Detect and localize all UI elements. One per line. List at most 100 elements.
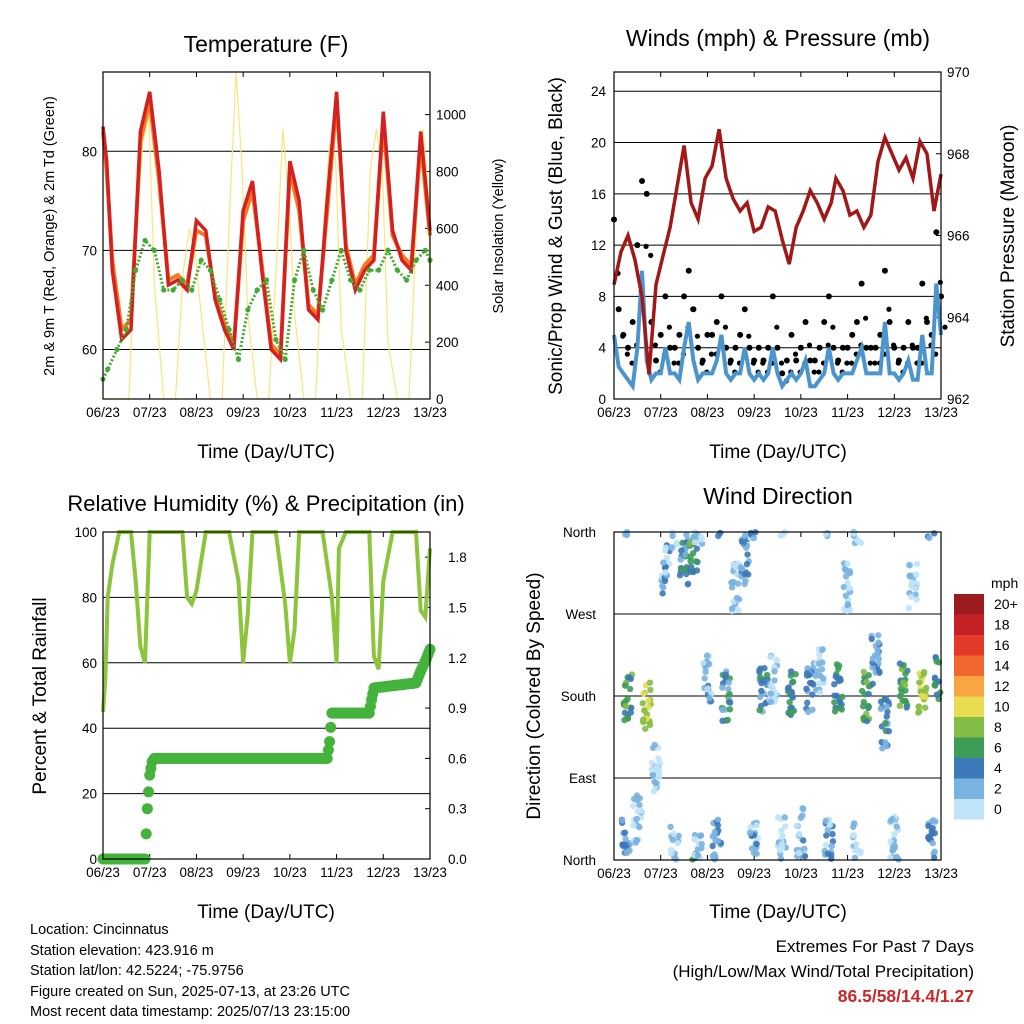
wind-direction-point: [859, 703, 867, 710]
wind-direction-point: [763, 671, 771, 679]
wind-direction-point: [660, 559, 667, 566]
gust-point: [825, 293, 832, 300]
legend-swatch: [954, 737, 984, 758]
wind-direction-point: [863, 678, 870, 685]
gust-point: [624, 351, 630, 357]
station-latlon: Station lat/lon: 42.5224; -75.9756: [30, 963, 244, 979]
wind-direction-point: [820, 675, 827, 682]
wind-direction-point: [869, 655, 877, 662]
y-tick-label: North: [563, 853, 596, 868]
wind-direction-point: [865, 690, 872, 698]
wind-direction-point: [855, 847, 862, 855]
wind-direction-point: [925, 822, 932, 830]
wind-direction-point: [639, 700, 646, 707]
gust-point: [881, 267, 888, 274]
wind-direction-point: [700, 659, 707, 667]
legend-swatch: [954, 717, 984, 738]
wind-direction-point: [750, 534, 758, 542]
gust-point: [895, 357, 902, 364]
y-tick-label: 40: [82, 721, 97, 736]
wind-direction-point: [626, 685, 634, 693]
wind-direction-point: [930, 817, 937, 824]
wind-direction-point: [747, 824, 754, 831]
precip-point: [324, 736, 336, 748]
wind-direction-point: [846, 607, 853, 614]
gust-point: [690, 306, 697, 313]
wind-direction-point: [626, 847, 633, 854]
temperature-left-axis-label: 2m & 9m T (Red, Orange) & 2m Td (Green): [42, 96, 58, 376]
wind-direction-point: [778, 844, 786, 851]
wind-direction-point: [728, 579, 735, 586]
gust-point: [667, 344, 674, 351]
humidity-x-axis-label: Time (Day/UTC): [197, 902, 335, 923]
wind-direction-point: [714, 837, 722, 845]
wind-direction-point: [669, 836, 676, 843]
wind-direction-point: [835, 662, 843, 669]
x-tick-label: 06/23: [86, 405, 120, 420]
gust-point: [811, 369, 817, 375]
x-tick-label: 08/23: [691, 405, 725, 420]
wind-direction-point: [622, 703, 629, 710]
humidity-precip-panel: Relative Humidity (%) & Precipitation (i…: [30, 491, 467, 923]
y-tick-label: 0: [89, 852, 97, 867]
wind-direction-point: [758, 687, 765, 695]
wind-direction-point: [828, 851, 835, 859]
wind-direction-point: [704, 685, 711, 693]
wind-direction-point: [875, 632, 882, 639]
wind-direction-point: [925, 834, 932, 841]
gust-point: [746, 333, 752, 339]
wind-direction-point: [638, 807, 645, 815]
gust-point: [708, 351, 715, 357]
y-tick-label: East: [569, 771, 596, 786]
wind-direction-point: [829, 830, 836, 838]
precip-point: [140, 828, 152, 840]
wind-speed-legend-title: mph: [991, 575, 1018, 591]
gust-point: [671, 344, 678, 351]
gust-point: [704, 331, 711, 338]
gust-point: [718, 293, 725, 300]
gust-point: [699, 357, 706, 364]
wind-direction-point: [641, 707, 648, 714]
wind-direction-point: [621, 682, 629, 689]
dewpoint-series: [101, 237, 432, 380]
wind-direction-point: [761, 678, 768, 685]
wind-direction-point: [668, 544, 675, 551]
wind-direction-point: [649, 771, 657, 779]
wind-direction-point: [774, 814, 782, 821]
wind-direction-point: [815, 660, 823, 667]
wind-direction-point: [741, 571, 749, 578]
wind-direction-point: [824, 826, 831, 834]
y2-tick-label: 962: [947, 392, 970, 407]
wind-direction-point: [690, 533, 698, 540]
wind-direction-point: [662, 569, 669, 576]
legend-swatch: [954, 799, 984, 820]
gust-point: [746, 344, 753, 351]
wind-direction-point: [839, 693, 846, 701]
winds-title: Winds (mph) & Pressure (mb): [626, 25, 930, 51]
x-tick-label: 12/23: [366, 865, 400, 880]
wind-direction-point: [628, 704, 635, 712]
wind-direction-point: [877, 698, 885, 705]
wind-direction-point: [668, 846, 675, 854]
wind-direction-point: [767, 698, 775, 706]
wind-direction-point: [840, 583, 848, 591]
gust-point: [751, 357, 758, 364]
wind-direction-point: [778, 827, 785, 834]
wind-direction-point: [670, 830, 678, 838]
x-tick-label: 11/23: [831, 405, 864, 420]
wind-direction-point: [621, 709, 629, 717]
y-tick-label: West: [565, 607, 596, 622]
wind-direction-point: [879, 745, 886, 752]
wind-direction-point: [922, 687, 929, 694]
wind-direction-point: [789, 678, 797, 686]
gust-point: [629, 360, 635, 366]
wind-direction-point: [860, 714, 867, 721]
wind-direction-point: [769, 684, 776, 692]
wind-direction-point: [801, 852, 809, 860]
wind-direction-point: [933, 691, 941, 698]
wind-direction-point: [627, 675, 634, 683]
pressure-series: [612, 128, 943, 375]
wind-direction-point: [896, 660, 904, 667]
wind-direction-point: [678, 547, 685, 554]
